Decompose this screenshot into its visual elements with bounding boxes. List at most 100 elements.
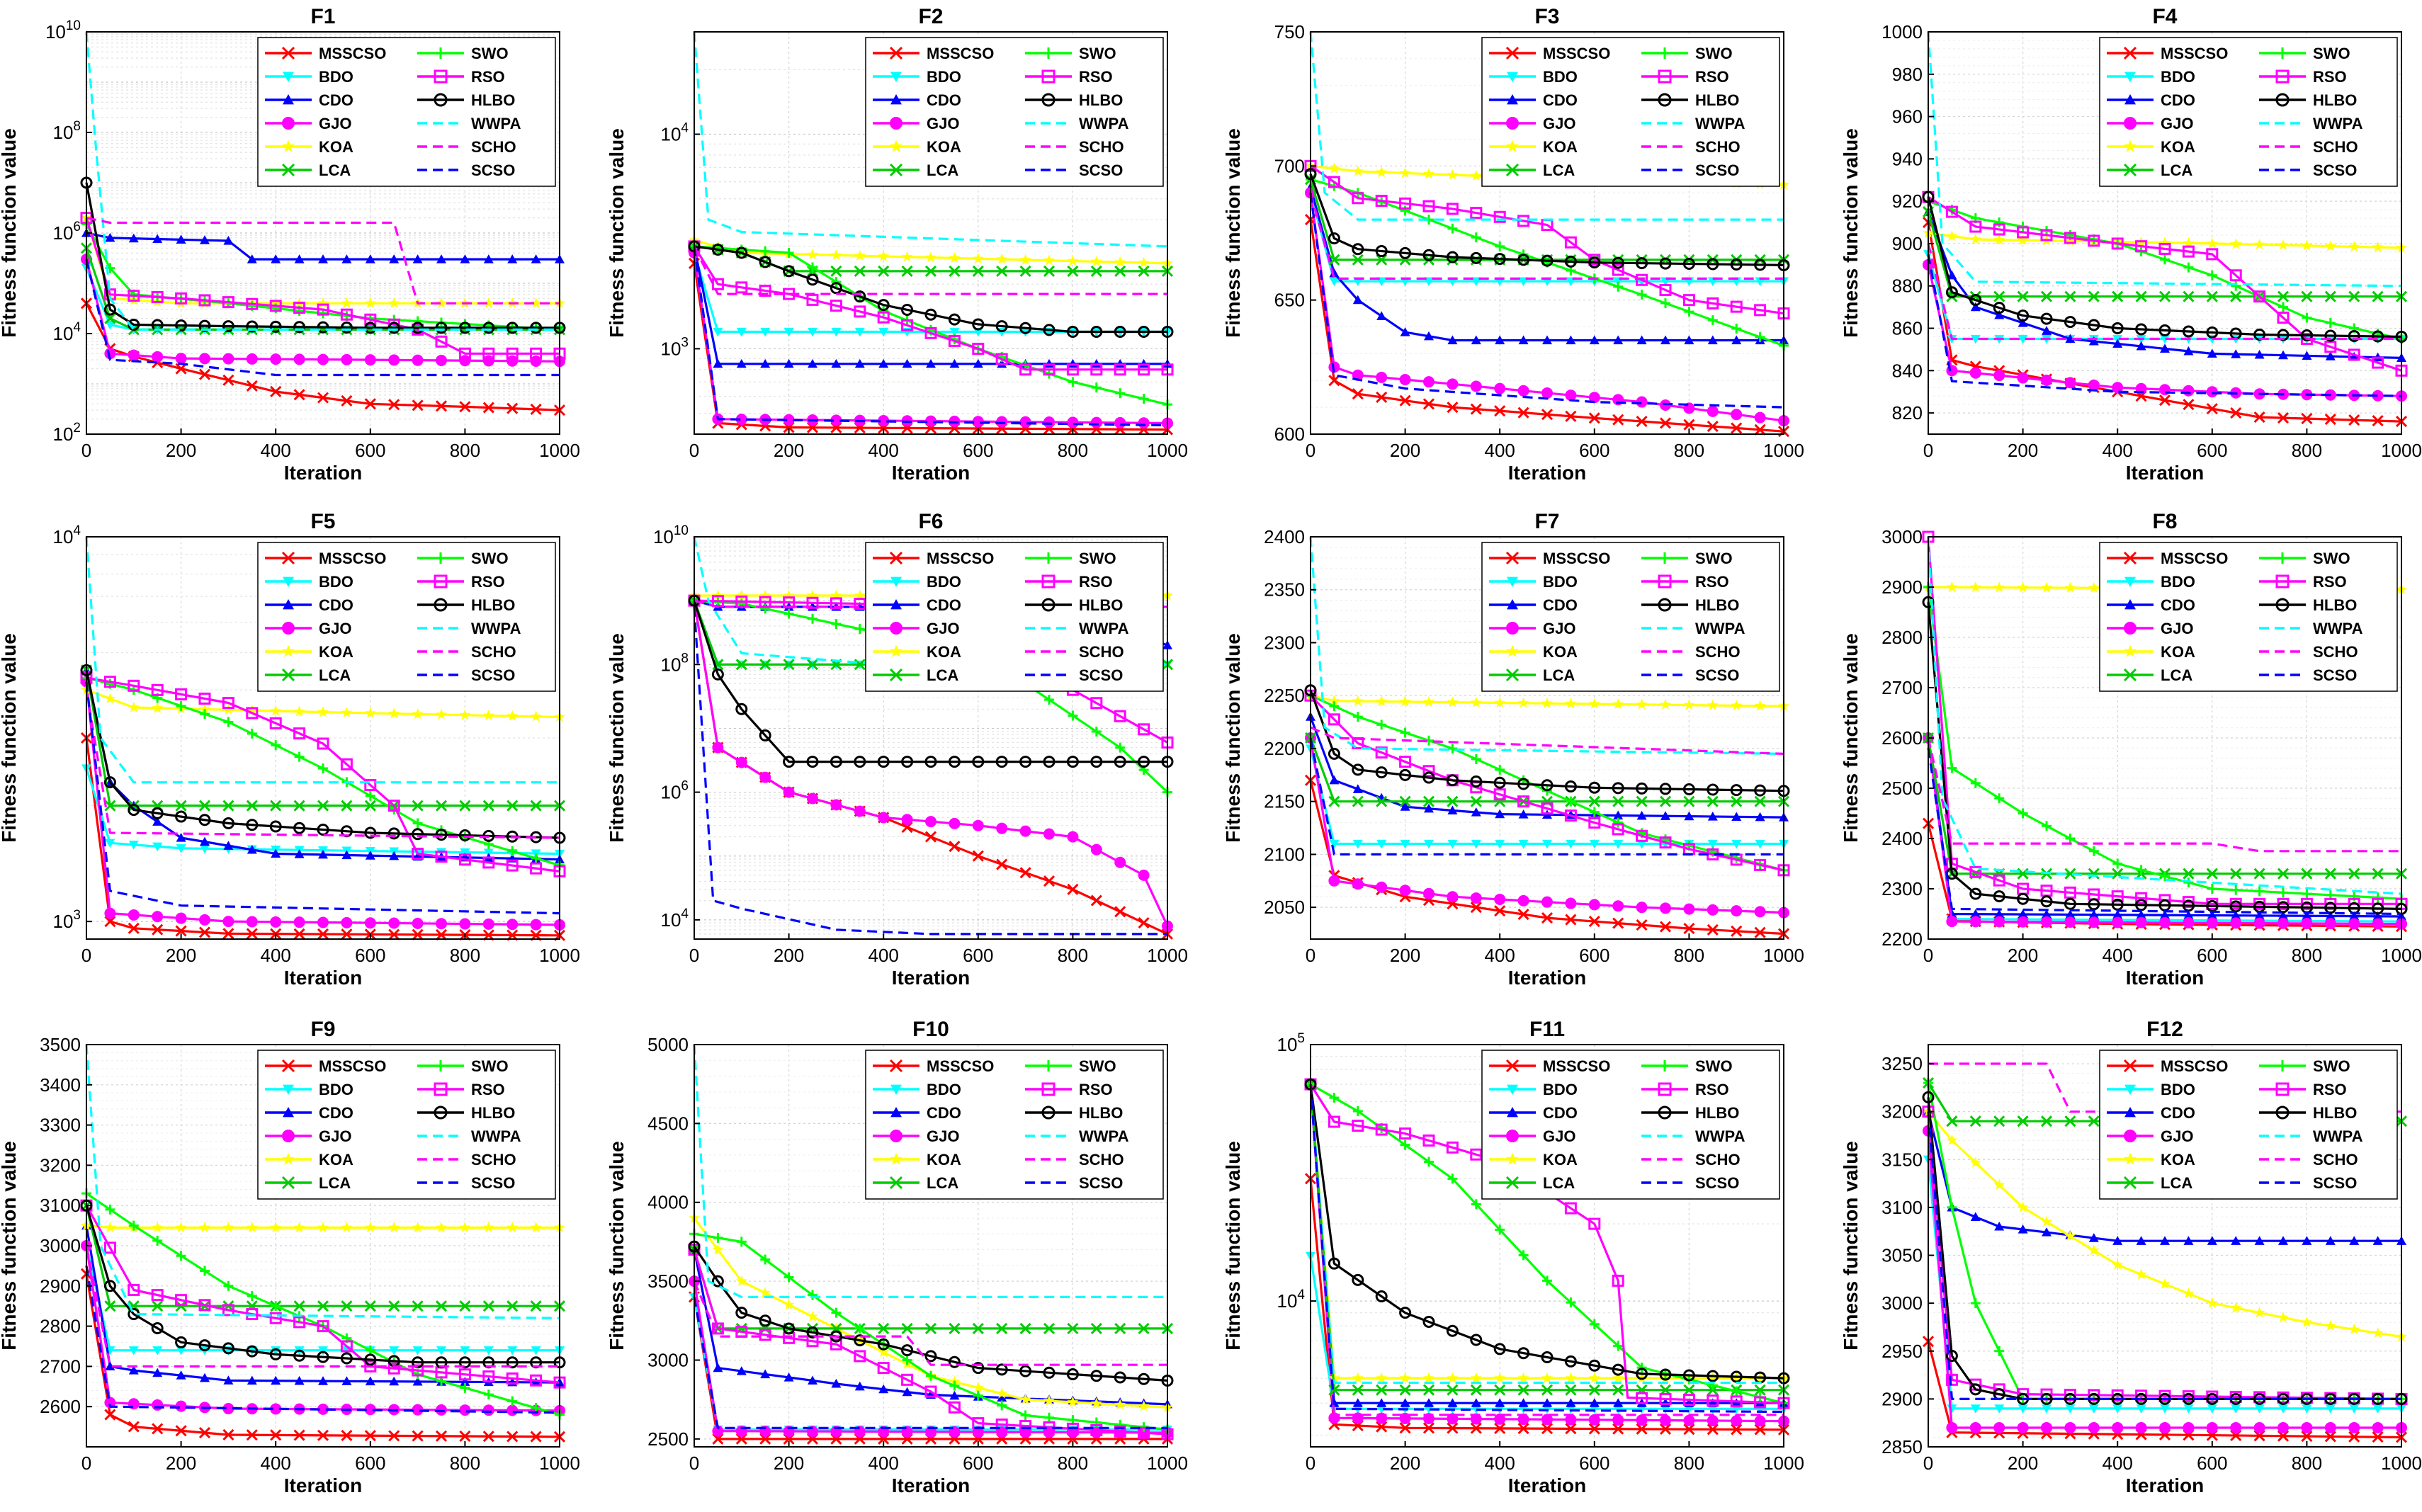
- legend-entry-hlbo: HLBO: [1641, 596, 1739, 614]
- legend-box: [1481, 37, 1780, 187]
- series-line-wwpa: [1927, 536, 2402, 895]
- x-tick-label: 400: [2103, 945, 2133, 966]
- panel-title: F7: [1534, 510, 1559, 533]
- legend-entry-scso: SCSO: [1025, 1174, 1123, 1192]
- legend-entry-wwpa: WWPA: [2259, 115, 2363, 132]
- legend-entry-bdo: BDO: [265, 68, 353, 86]
- legend-entry-msscso: MSSCSO: [265, 45, 386, 62]
- legend-label: LCA: [927, 161, 958, 179]
- legend-label: SCSO: [2313, 161, 2357, 179]
- legend-label: SCHO: [2313, 138, 2358, 156]
- y-tick-label: 2150: [1264, 791, 1305, 812]
- legend-label: RSO: [1079, 573, 1113, 591]
- legend-entry-swo: SWO: [1641, 1057, 1733, 1075]
- y-axis-label: Fitness function value: [606, 633, 628, 843]
- legend-entry-gjo: GJO: [873, 620, 959, 637]
- x-tick-label: 1000: [539, 1453, 580, 1474]
- legend-label: SCHO: [1695, 138, 1741, 156]
- y-tick-label: 1010: [45, 18, 81, 42]
- legend-entry-wwpa: WWPA: [1641, 1127, 1745, 1145]
- legend-label: HLBO: [1695, 596, 1739, 614]
- legend-entry-lca: LCA: [1489, 666, 1575, 684]
- legend-label: SCHO: [1079, 1151, 1124, 1169]
- legend-entry-swo: SWO: [417, 45, 509, 62]
- legend-entry-wwpa: WWPA: [2259, 620, 2363, 637]
- panel-title: F1: [310, 5, 335, 28]
- y-tick-label: 840: [1892, 360, 1923, 381]
- x-tick-label: 1000: [539, 945, 580, 966]
- y-tick-label: 960: [1892, 106, 1923, 127]
- legend-entry-scso: SCSO: [1025, 161, 1123, 179]
- y-tick-label: 2700: [40, 1355, 81, 1377]
- x-tick-label: 0: [1923, 440, 1933, 461]
- legend: MSSCSO BDO CDO GJO KOA LCA SWO RSO HLBO WWPA SCHO S…: [865, 1050, 1164, 1200]
- y-axis-label: Fitness function value: [606, 1141, 628, 1351]
- legend-label: GJO: [2161, 115, 2193, 132]
- series-markers-msscso: [80, 297, 566, 416]
- legend-label: HLBO: [1695, 1104, 1739, 1122]
- legend-label: GJO: [1543, 1127, 1575, 1145]
- x-tick-label: 200: [1390, 945, 1420, 966]
- x-tick-label: 400: [2103, 1453, 2133, 1474]
- legend-label: SCHO: [1695, 1151, 1741, 1169]
- y-tick-label: 4500: [647, 1113, 689, 1134]
- series-line-scho: [85, 1245, 560, 1368]
- legend-entry-bdo: BDO: [1489, 1081, 1578, 1098]
- legend-box: [257, 542, 556, 692]
- legend-entry-lca: LCA: [2107, 666, 2192, 684]
- series-line-rso: [1927, 536, 2401, 905]
- x-tick-label: 0: [689, 1453, 699, 1474]
- legend-label: SWO: [2313, 550, 2350, 567]
- legend-label: KOA: [1543, 643, 1578, 661]
- legend-entry-cdo: CDO: [2107, 1104, 2195, 1122]
- series-markers-cdo: [81, 228, 565, 263]
- legend-entry-bdo: BDO: [1489, 68, 1578, 86]
- x-tick-label: 200: [166, 945, 196, 966]
- series-line-hlbo: [85, 670, 560, 839]
- legend-label: SCHO: [1695, 643, 1741, 661]
- x-tick-label: 0: [81, 945, 91, 966]
- x-tick-label: 400: [1485, 945, 1515, 966]
- legend-entry-rso: RSO: [1641, 68, 1729, 86]
- y-tick-label: 2300: [1264, 632, 1305, 653]
- series-line-wwpa: [693, 31, 1168, 248]
- series-line-hlbo: [1309, 174, 1784, 266]
- legend-entry-scho: SCHO: [1025, 1151, 1124, 1169]
- series-line-scso: [693, 606, 1167, 936]
- legend-entry-swo: SWO: [2259, 45, 2350, 62]
- legend-entry-lca: LCA: [1489, 161, 1575, 179]
- x-tick-label: 0: [1306, 440, 1315, 461]
- x-tick-label: 800: [2292, 945, 2322, 966]
- legend-label: CDO: [319, 596, 353, 614]
- legend-entry-gjo: GJO: [1489, 1127, 1575, 1145]
- x-tick-label: 0: [1923, 945, 1933, 966]
- y-tick-label: 880: [1892, 275, 1923, 297]
- legend-entry-msscso: MSSCSO: [873, 1057, 994, 1075]
- legend-entry-hlbo: HLBO: [417, 596, 515, 614]
- legend-box: [2099, 542, 2398, 692]
- y-axis-label: Fitness function value: [1840, 1141, 1862, 1351]
- legend-label: RSO: [1079, 68, 1113, 86]
- y-tick-label: 2800: [40, 1316, 81, 1337]
- legend-label: CDO: [927, 596, 961, 614]
- legend-entry-koa: KOA: [873, 138, 961, 156]
- chart-panel-f9: 0 200 400 600 800 1000 2600 2700 2800 2900 3000 310…: [0, 1018, 580, 1496]
- legend-label: KOA: [2161, 643, 2195, 661]
- y-tick-label: 2850: [1881, 1436, 1923, 1457]
- y-tick-label: 2350: [1264, 579, 1305, 601]
- x-tick-label: 0: [81, 440, 91, 461]
- x-tick-label: 1000: [1763, 945, 1804, 966]
- legend-entry-wwpa: WWPA: [417, 1127, 521, 1145]
- y-tick-label: 2700: [1881, 677, 1923, 698]
- series-group: [1304, 536, 1790, 940]
- legend-label: KOA: [927, 138, 961, 156]
- legend-label: MSSCSO: [927, 45, 994, 62]
- series-line-scso: [1927, 747, 2402, 916]
- legend-box: [865, 37, 1164, 187]
- x-tick-label: 800: [1058, 440, 1088, 461]
- legend-entry-scso: SCSO: [417, 666, 515, 684]
- series-group: [1304, 1078, 1790, 1436]
- legend-label: SCSO: [471, 1174, 515, 1192]
- series-line-scho: [1928, 1062, 2401, 1113]
- series-markers-cdo: [1923, 1106, 2406, 1245]
